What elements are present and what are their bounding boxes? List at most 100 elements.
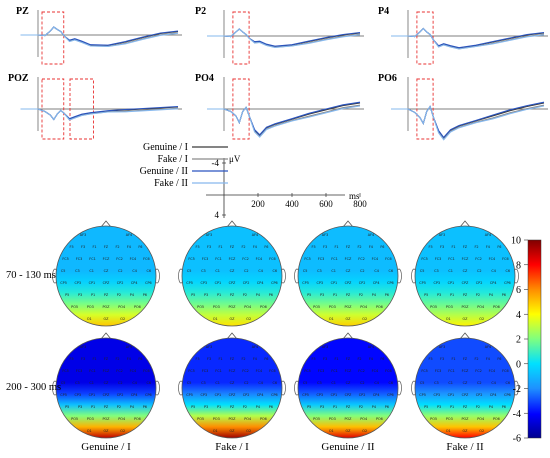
- electrode-label: O2: [479, 429, 484, 433]
- electrode-label: AF3: [206, 345, 212, 349]
- electrode-label: C3: [75, 381, 80, 385]
- electrode-label: F6: [138, 245, 142, 249]
- electrode-label: AF4: [252, 345, 258, 349]
- electrode-label: P1: [450, 405, 454, 409]
- electrode-label: OZ: [463, 317, 469, 321]
- electrode-label: C4: [132, 381, 137, 385]
- electrode-label: PO4: [360, 417, 367, 421]
- electrode-label: POZ: [461, 417, 469, 421]
- electrode-label: O1: [213, 429, 218, 433]
- column-label-genuine-ii: Genuine / II: [321, 441, 374, 453]
- electrode-label: CP2: [476, 393, 483, 397]
- electrode-label: POZ: [228, 305, 236, 309]
- electrode-label: CP5: [419, 281, 426, 285]
- nose-outline: [226, 332, 238, 340]
- electrode-label: PO6: [134, 417, 141, 421]
- electrode-label: PO5: [313, 305, 320, 309]
- electrode-label: C1: [215, 269, 220, 273]
- electrode-label: CP3: [201, 281, 208, 285]
- electrode-label: PO3: [329, 417, 336, 421]
- series-line-fake-ii: [20, 108, 179, 121]
- electrode-label: FC6: [269, 369, 275, 373]
- electrode-label: P5: [191, 405, 195, 409]
- electrode-label: P2: [476, 405, 480, 409]
- electrode-label: O1: [446, 429, 451, 433]
- row-label-window-2: 200 - 300 ms: [6, 382, 61, 393]
- legend-item-genuine-i: Genuine / I: [143, 142, 228, 153]
- electrode-label: PO3: [446, 305, 453, 309]
- electrode-label: PO6: [376, 417, 383, 421]
- electrode-label: CP4: [257, 393, 264, 397]
- electrode-label: F2: [115, 357, 119, 361]
- electrode-label: FC6: [143, 257, 149, 261]
- channel-label: PO6: [378, 73, 397, 84]
- legend-label: Genuine / I: [143, 142, 188, 153]
- electrode-label: P3: [320, 293, 324, 297]
- electrode-label: P6: [502, 293, 506, 297]
- electrode-label: F3: [323, 245, 327, 249]
- series-line-fake-ii: [391, 105, 545, 141]
- erp-panel-po4: PO4: [195, 73, 364, 140]
- electrode-label: C3: [201, 269, 206, 273]
- electrode-label: P1: [450, 293, 454, 297]
- channel-label: PO4: [195, 73, 214, 84]
- nose-outline: [226, 220, 238, 228]
- electrode-label: AF4: [485, 345, 491, 349]
- electrode-label: C2: [118, 381, 123, 385]
- electrode-label: FC2: [242, 257, 248, 261]
- electrode-label: F5: [70, 245, 74, 249]
- channel-label: PZ: [16, 6, 29, 17]
- electrode-label: O2: [246, 429, 251, 433]
- nose-outline: [100, 332, 112, 340]
- electrode-label: AF4: [485, 233, 491, 237]
- topomap-genuine-i-1: AF3 AF4 F5 F3 F1 FZ F2 F4 F6 FC5 FC3 FC1 FCZ FC2 FC4 FC…: [52, 220, 160, 327]
- electrode-label: F5: [196, 245, 200, 249]
- electrode-label: FC1: [89, 369, 95, 373]
- electrode-label: FC2: [358, 369, 364, 373]
- electrode-label: FC4: [372, 369, 378, 373]
- electrode-label: CP4: [257, 281, 264, 285]
- electrode-label: CP3: [75, 281, 82, 285]
- electrode-label: AF4: [368, 345, 374, 349]
- electrode-label: C6: [273, 269, 278, 273]
- column-labels: Genuine / I Fake / I Genuine / II Fake /…: [81, 441, 484, 453]
- series-line-genuine-ii: [391, 101, 545, 139]
- electrode-label: OZ: [463, 429, 469, 433]
- electrode-label: C5: [420, 269, 425, 273]
- scalp-map: [297, 225, 399, 327]
- electrode-label: CZ: [463, 381, 468, 385]
- electrode-label: PO4: [118, 417, 125, 421]
- electrode-label: CP1: [448, 281, 455, 285]
- electrode-label: F4: [253, 245, 257, 249]
- electrode-label: PO4: [244, 305, 251, 309]
- electrode-label: F5: [196, 357, 200, 361]
- series-line-fake-ii: [391, 27, 545, 50]
- colorbar-tick-label: 2: [516, 335, 521, 346]
- electrode-label: CPZ: [103, 281, 110, 285]
- scalp-map: [297, 337, 399, 439]
- electrode-label: POZ: [102, 417, 110, 421]
- electrode-label: FC3: [318, 257, 324, 261]
- electrode-label: FC5: [188, 369, 194, 373]
- erp-panel-pz: PZ: [16, 6, 182, 65]
- electrode-label: P2: [117, 293, 121, 297]
- electrode-label: FC2: [116, 257, 122, 261]
- nose-outline: [459, 220, 471, 228]
- legend-item-fake-ii: Fake / II: [154, 178, 228, 189]
- electrode-label: F1: [92, 357, 96, 361]
- electrode-label: CP2: [359, 281, 366, 285]
- electrode-label: F1: [451, 245, 455, 249]
- electrode-label: O2: [120, 317, 125, 321]
- electrode-label: P5: [307, 293, 311, 297]
- legend-item-fake-i: Fake / I: [157, 154, 228, 165]
- electrode-label: FZ: [230, 357, 235, 361]
- electrode-label: C4: [132, 269, 137, 273]
- electrode-label: FC6: [502, 369, 508, 373]
- electrode-label: CP2: [117, 281, 124, 285]
- electrode-label: P1: [91, 405, 95, 409]
- electrode-label: C5: [303, 381, 308, 385]
- electrode-label: PO4: [118, 305, 125, 309]
- electrode-label: C5: [303, 269, 308, 273]
- electrode-label: F1: [218, 245, 222, 249]
- electrode-label: C1: [215, 381, 220, 385]
